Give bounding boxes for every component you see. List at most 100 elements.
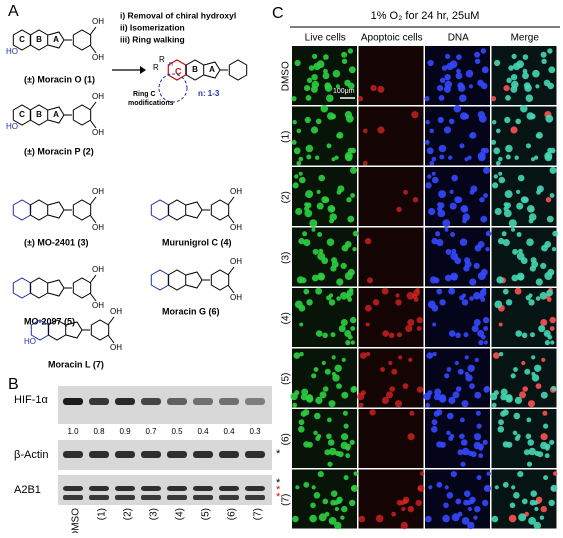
cell [533,521,541,530]
cell [518,513,527,522]
cell [516,232,522,237]
cell [476,423,482,429]
cell [539,292,548,300]
cell [341,505,348,513]
cell [326,238,335,246]
cell [320,104,329,113]
cell [432,351,437,357]
cell [433,393,441,401]
structure [150,196,235,224]
band [89,495,109,500]
cell [494,59,501,67]
cell [381,287,389,295]
band [89,486,109,491]
cell [305,144,314,153]
density: 0.4 [223,427,235,436]
cell [521,332,528,339]
row-label: (7) [281,494,292,506]
cell [350,340,355,345]
compound-name: (±) MO-2401 (3) [24,237,88,247]
cell [544,453,550,459]
cell [400,521,408,530]
cell [529,499,536,506]
cell [315,287,322,295]
cell [550,340,555,345]
cell [350,326,356,331]
cell [407,433,415,441]
cell [444,74,451,81]
cell [344,151,353,160]
cell [464,355,469,360]
cell [340,262,347,269]
cell [535,133,540,138]
cell [315,330,323,337]
cell [549,439,555,445]
cell [517,471,524,478]
cell [548,66,556,74]
cell [456,68,461,74]
lane-label: (7) [253,508,264,520]
substituent: OH [92,187,104,196]
cell [530,490,537,498]
cell [460,461,466,467]
cell [343,475,349,481]
blot [58,386,272,424]
cell [474,58,481,64]
cell [537,451,544,458]
cell [528,517,536,525]
substituent: OH [92,223,104,232]
lane-label: (5) [201,508,212,520]
band [141,486,161,491]
cell [456,54,462,60]
cell [425,515,432,523]
cell [510,126,518,134]
cell [345,340,351,346]
ring [72,104,92,126]
band [219,451,239,458]
band [63,495,83,500]
cell [473,319,481,326]
cell [544,272,553,280]
panel-label: A [8,3,19,20]
cell [346,289,354,297]
ring-note: modifications [128,100,174,107]
cell [295,485,300,490]
ring [29,29,49,51]
cell [443,502,449,509]
cell [316,189,321,194]
cell [549,316,556,324]
cell [322,386,329,392]
cell [520,104,528,113]
cell [328,447,337,456]
cell [531,157,535,162]
cell [349,439,355,445]
cell [441,65,448,71]
cell [345,453,351,459]
cell [496,276,504,284]
density: 1.0 [67,427,79,436]
cell [298,426,305,433]
band [245,495,265,500]
bond [227,266,235,276]
cell [317,471,324,478]
cell [299,351,304,357]
cell [540,51,547,58]
cell [527,439,534,446]
cell [429,128,435,134]
cell [506,77,512,84]
ring [167,199,187,221]
substituent: HO [6,47,18,56]
cell [525,94,534,102]
cell [473,292,481,300]
cell [377,126,385,134]
cell [551,385,557,392]
bond [89,26,97,36]
cell [517,274,525,281]
cell [442,514,450,523]
cell [514,396,523,404]
cell [326,143,332,149]
cell [391,368,398,375]
cell [461,517,470,525]
template-label: R [159,55,165,64]
